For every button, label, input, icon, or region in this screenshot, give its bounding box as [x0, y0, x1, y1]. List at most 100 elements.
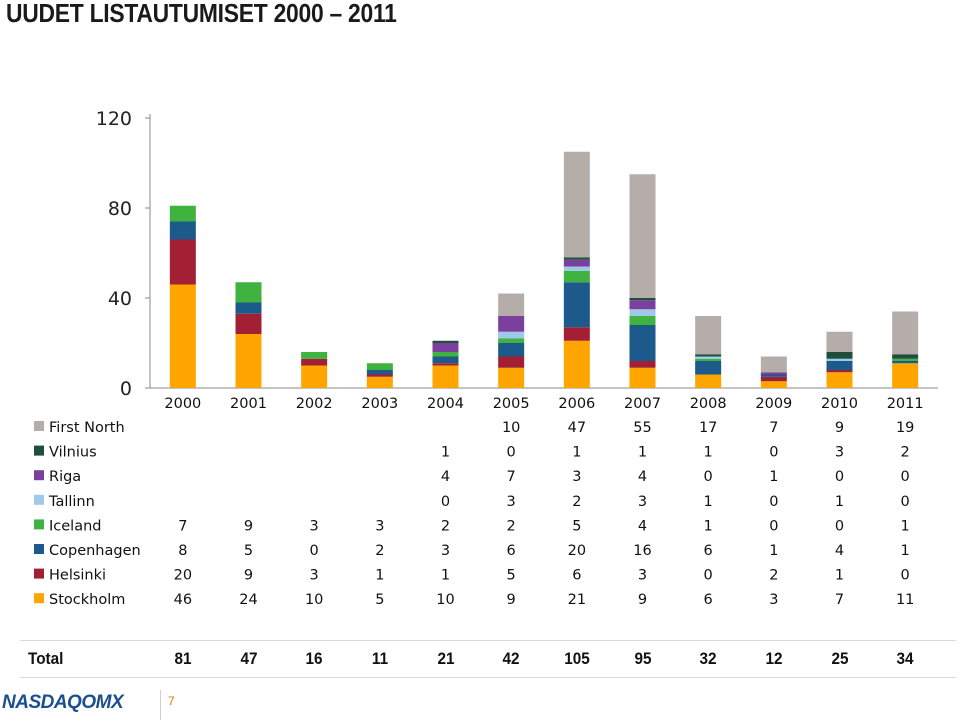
table-cell: 11: [896, 592, 914, 608]
table-cell: 1: [835, 568, 844, 584]
legend-label: Tallinn: [48, 494, 95, 510]
legend-swatch: [34, 593, 44, 604]
total-value: 21: [436, 649, 455, 668]
table-cell: 3: [310, 568, 319, 584]
table-cell: 0: [310, 543, 319, 559]
table-cell: 0: [835, 469, 844, 485]
bar-segment-first-north-2006: [563, 151, 590, 258]
bar-segment-copenhagen-2004: [432, 356, 459, 364]
table-cell: 10: [436, 592, 454, 608]
table-cell: 0: [901, 494, 910, 510]
legend-label: Stockholm: [49, 592, 125, 608]
table-cell: 1: [704, 445, 713, 461]
bar-segment-iceland-2000: [169, 205, 196, 222]
legend-swatch: [34, 470, 44, 481]
table-cell: 7: [507, 469, 516, 485]
table-cell: 1: [441, 445, 450, 461]
table-cell: 2: [375, 543, 384, 559]
table-cell: 5: [244, 543, 253, 559]
total-value: 105: [564, 649, 590, 668]
bar-segment-tallinn-2006: [563, 266, 590, 271]
table-cell: 5: [572, 518, 581, 534]
table-cell: 0: [901, 568, 910, 584]
table-cell: 6: [704, 592, 713, 608]
bar-segment-iceland-2011: [892, 358, 919, 361]
table-cell: 9: [244, 518, 253, 534]
legend-label: Helsinki: [49, 568, 106, 584]
x-tick-label: 2001: [230, 396, 267, 412]
page-title: UUDET LISTAUTUMISET 2000 – 2011: [6, 0, 397, 28]
table-cell: 20: [568, 543, 586, 559]
bar-segment-stockholm-2004: [432, 365, 459, 388]
x-tick-label: 2007: [624, 396, 661, 412]
bar-segment-vilnius-2007: [629, 298, 656, 301]
table-cell: 55: [633, 420, 651, 436]
bar-segment-stockholm-2010: [826, 372, 853, 388]
table-cell: 9: [835, 420, 844, 436]
table-cell: 19: [896, 420, 914, 436]
table-cell: 7: [178, 518, 187, 534]
x-tick-label: 2008: [690, 396, 727, 412]
table-cell: 0: [769, 494, 778, 510]
table-cell: 0: [507, 445, 516, 461]
y-axis: 0 40 80 120: [96, 108, 938, 400]
bar-segment-riga-2005: [498, 316, 525, 332]
table-cell: 16: [633, 543, 651, 559]
table-cell: 2: [507, 518, 516, 534]
bar-segment-helsinki-2000: [169, 239, 196, 285]
table-cell: 1: [572, 445, 581, 461]
bar-segment-riga-2007: [629, 300, 656, 310]
bar-segment-tallinn-2010: [826, 358, 853, 361]
x-tick-label: 2006: [558, 396, 595, 412]
legend-swatch: [34, 494, 44, 505]
legend-label: First North: [49, 420, 125, 436]
table-cell: 6: [507, 543, 516, 559]
table-cell: 5: [375, 592, 384, 608]
bar-segment-riga-2009: [760, 372, 787, 375]
legend-swatch: [34, 544, 44, 554]
table-cell: 0: [769, 445, 778, 461]
bar-segment-tallinn-2008: [695, 356, 722, 359]
table-cell: 4: [441, 469, 450, 485]
legend-swatch: [34, 421, 44, 431]
x-tick-label: 2004: [427, 396, 464, 412]
total-value: 81: [174, 649, 192, 668]
bar-segment-copenhagen-2005: [498, 343, 525, 357]
bar-segment-helsinki-2009: [760, 376, 787, 382]
bar-segment-helsinki-2003: [366, 374, 393, 377]
table-cell: 47: [568, 420, 586, 436]
bar-segment-stockholm-2000: [169, 284, 196, 388]
bar-segment-iceland-2003: [366, 363, 393, 370]
bar-segment-helsinki-2001: [235, 313, 262, 334]
table-cell: 1: [375, 568, 384, 584]
bar-segment-helsinki-2002: [301, 358, 328, 366]
bar-segment-stockholm-2009: [760, 381, 787, 388]
table-cell: 0: [769, 518, 778, 534]
table-cell: 9: [638, 592, 647, 608]
total-value: 25: [830, 649, 849, 668]
table-cell: 21: [568, 592, 586, 608]
x-tick-label: 2009: [755, 396, 792, 412]
table-cell: 3: [572, 469, 581, 485]
bar-segment-riga-2004: [432, 343, 459, 352]
x-tick-label: 2000: [164, 396, 201, 412]
table-cell: 3: [507, 494, 516, 510]
table-cell: 9: [507, 592, 516, 608]
total-value: 34: [896, 649, 914, 668]
page-number: 7: [168, 694, 175, 708]
bar-segment-iceland-2008: [695, 358, 722, 361]
bar-segment-riga-2006: [563, 259, 590, 267]
total-value: 47: [239, 649, 258, 668]
footer-divider: [160, 690, 161, 720]
bar-segment-iceland-2007: [629, 316, 656, 325]
bar-segment-stockholm-2006: [563, 340, 590, 388]
table-cell: 2: [441, 518, 450, 534]
bar-segment-vilnius-2008: [695, 354, 722, 357]
totals-label: Total: [28, 649, 64, 668]
x-tick-label: 2003: [361, 396, 398, 412]
table-cell: 3: [769, 592, 778, 608]
table-cell: 0: [704, 568, 713, 584]
table-cell: 4: [638, 469, 647, 485]
bar-segment-first-north-2010: [826, 331, 853, 352]
